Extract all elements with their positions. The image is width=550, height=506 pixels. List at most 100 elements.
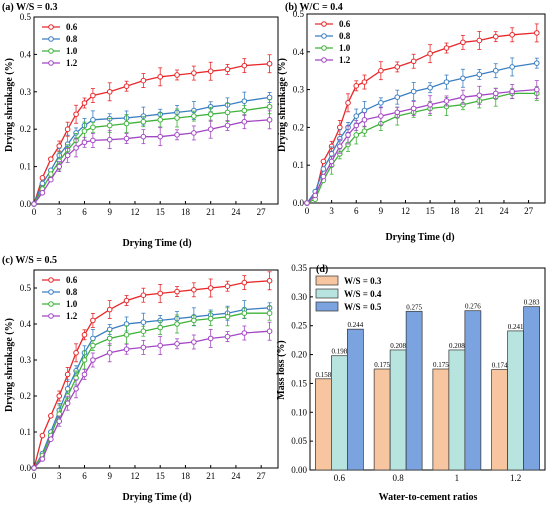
y-tick-label: 0.4 [20, 319, 32, 329]
bar-value-label: 0.283 [524, 299, 540, 307]
data-point-0.6 [157, 74, 164, 80]
legend-marker [48, 277, 54, 283]
y-tick-label: 0.1 [293, 160, 304, 170]
legend-label: W/S = 0.4 [344, 289, 382, 299]
data-point-1.2 [443, 98, 450, 104]
data-point-0.8 [443, 79, 450, 85]
data-point-1.0 [361, 128, 368, 134]
data-point-0.8 [353, 113, 360, 119]
data-point-0.8 [410, 88, 417, 95]
y-tick-label: 0.1 [20, 162, 31, 172]
data-point-0.6 [90, 317, 96, 324]
legend-marker [48, 313, 54, 319]
bar-value-label: 0.241 [508, 323, 524, 331]
data-point-1.0 [106, 335, 113, 342]
x-tick-label: 24 [499, 206, 509, 216]
bar-value-label: 0.198 [332, 348, 348, 356]
legend-swatch [315, 275, 339, 286]
bar-W/S=0.4 [448, 349, 466, 471]
plot-frame [33, 269, 279, 469]
panel-a-ylabel: Drying shrinkage (%) [4, 58, 15, 152]
data-point-1.2 [81, 139, 88, 146]
series-line-0.6 [33, 280, 270, 469]
data-point-0.8 [394, 94, 401, 100]
bar-W/S=0.5 [464, 310, 482, 471]
x-tick-label: 3 [57, 471, 62, 481]
y-tick-label: 0.4 [20, 49, 32, 59]
data-point-1.0 [191, 113, 197, 119]
data-point-1.0 [241, 107, 248, 114]
data-point-1.0 [157, 117, 164, 123]
x-tick-label: 15 [156, 207, 166, 217]
legend-label-1.2: 1.2 [66, 58, 78, 68]
data-point-1.2 [361, 117, 368, 123]
data-point-0.6 [140, 77, 147, 84]
plot-frame [33, 16, 279, 205]
data-point-0.8 [328, 151, 335, 157]
data-point-1.2 [320, 173, 327, 180]
data-point-0.6 [345, 100, 351, 106]
data-point-1.0 [123, 332, 130, 338]
panel-c-drying-shrinkage: (c) W/S = 0.5 Drying Time (d) Drying shr… [2, 255, 279, 503]
data-point-0.8 [427, 84, 433, 91]
data-point-0.8 [533, 60, 540, 66]
data-point-0.6 [123, 83, 130, 89]
data-point-0.6 [476, 37, 483, 44]
data-point-0.6 [174, 72, 180, 78]
data-point-1.2 [81, 371, 88, 378]
legend-marker [321, 45, 327, 51]
series-line-0.8 [33, 96, 270, 205]
x-tick-label: 6 [82, 471, 87, 481]
legend-label-1.2: 1.2 [339, 55, 351, 65]
data-point-0.6 [361, 79, 368, 85]
legend-marker [321, 57, 327, 63]
panel-c-title: (c) W/S = 0.5 [2, 255, 57, 266]
y-tick-label: 0.3 [20, 87, 32, 97]
y-tick-label: 0.0 [20, 199, 32, 209]
x-tick-label: 12 [130, 471, 139, 481]
bar-value-label: 0.174 [492, 362, 508, 370]
y-tick-label: 0.15 [291, 378, 307, 388]
bar-W/S=0.5 [405, 310, 423, 471]
data-point-0.6 [73, 350, 79, 356]
legend-label-0.6: 0.6 [66, 22, 78, 32]
series-line-0.8 [306, 62, 537, 204]
y-tick-label: 0.10 [291, 407, 307, 417]
x-tick-label: 18 [181, 207, 191, 217]
data-point-0.6 [207, 68, 214, 75]
bar-value-label: 0.276 [465, 303, 481, 311]
y-tick-label: 0.0 [20, 463, 32, 473]
panel-a-drying-shrinkage: (a) W/S = 0.3 Drying Time (d) Drying shr… [2, 2, 279, 249]
data-point-1.0 [241, 310, 248, 317]
data-point-1.2 [73, 386, 79, 392]
data-point-0.8 [492, 67, 499, 74]
data-point-1.0 [140, 328, 147, 335]
panel-b-xlabel: Drying Time (d) [385, 232, 454, 243]
data-point-1.2 [476, 92, 483, 99]
data-point-1.2 [191, 130, 197, 136]
data-point-0.8 [361, 107, 368, 114]
data-point-0.6 [39, 175, 46, 181]
series-line-1.2 [33, 330, 270, 469]
x-tick-label: 15 [426, 206, 436, 216]
legend-marker [48, 36, 54, 42]
data-point-1.0 [81, 357, 88, 363]
data-point-1.2 [48, 436, 54, 443]
data-point-1.2 [460, 94, 466, 100]
data-point-1.2 [31, 201, 37, 207]
x-tick-label: 27 [257, 471, 267, 481]
data-point-0.8 [64, 386, 71, 392]
data-point-0.8 [460, 75, 466, 82]
x-tick-label: 0.8 [393, 473, 405, 483]
data-point-1.2 [241, 330, 248, 336]
data-point-0.6 [266, 278, 273, 284]
data-point-0.6 [224, 283, 231, 290]
data-point-1.2 [224, 122, 231, 129]
y-tick-label: 0.5 [20, 283, 32, 293]
x-tick-label: 18 [181, 471, 191, 481]
data-point-1.2 [123, 135, 130, 142]
data-point-1.2 [90, 137, 96, 144]
legend-label-1.0: 1.0 [339, 43, 351, 53]
y-tick-label: 0.35 [291, 263, 307, 273]
